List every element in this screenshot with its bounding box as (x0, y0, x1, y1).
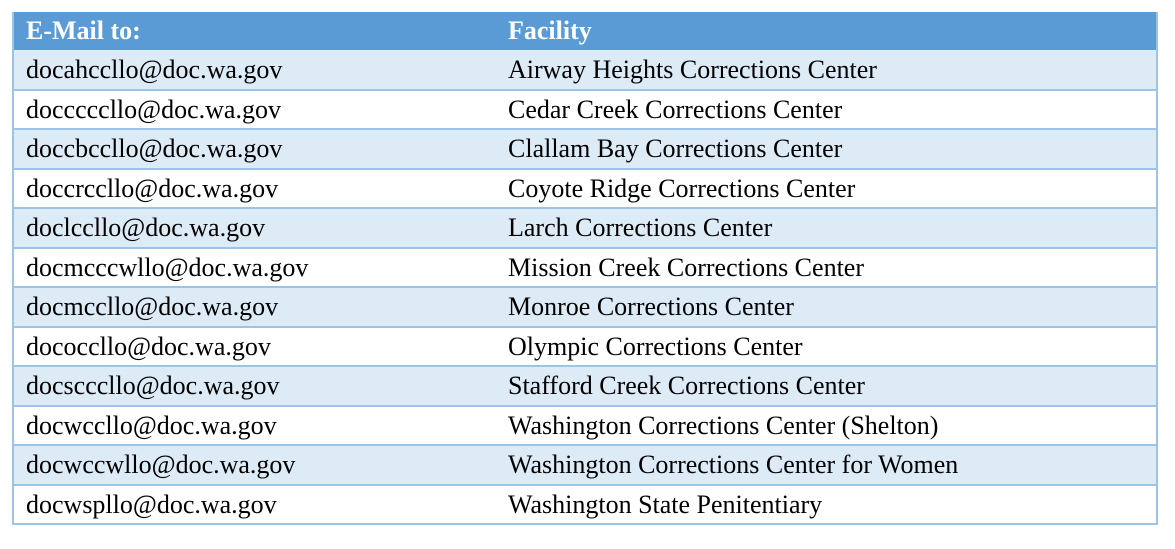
email-cell: docwspllo@doc.wa.gov (26, 489, 277, 519)
table-row: dococcllo@doc.wa.gov Olympic Corrections… (13, 326, 1157, 367)
table-row: docwccwllo@doc.wa.gov Washington Correct… (13, 445, 1157, 486)
email-cell: docscccllo@doc.wa.gov (13, 366, 496, 407)
table-row: docmcccwllo@doc.wa.gov Mission Creek Cor… (13, 247, 1157, 288)
facility-cell: Larch Corrections Center (496, 208, 1157, 249)
header-row: E-Mail to: Facility (13, 12, 1157, 50)
facility-cell: Monroe Corrections Center (496, 287, 1157, 328)
table-body: docahccllo@doc.wa.gov Airway Heights Cor… (13, 50, 1157, 524)
table-row: docscccllo@doc.wa.gov Stafford Creek Cor… (13, 366, 1157, 407)
table-row: docwspllo@doc.wa.gov Washington State Pe… (13, 484, 1157, 524)
facility-cell: Stafford Creek Corrections Center (496, 366, 1157, 407)
facility-cell: Coyote Ridge Corrections Center (496, 168, 1157, 209)
facility-cell: Washington Corrections Center for Women (496, 445, 1157, 486)
email-cell: doclccllo@doc.wa.gov (13, 208, 496, 249)
table-row: docwccllo@doc.wa.gov Washington Correcti… (13, 405, 1157, 446)
facility-cell: Clallam Bay Corrections Center (496, 129, 1157, 170)
header-email: E-Mail to: (26, 16, 141, 45)
table-row: doclccllo@doc.wa.gov Larch Corrections C… (13, 208, 1157, 249)
table-row: doccrccllo@doc.wa.gov Coyote Ridge Corre… (13, 168, 1157, 209)
facility-cell: Olympic Corrections Center (496, 326, 1157, 367)
facility-cell: Cedar Creek Corrections Center (496, 89, 1157, 130)
header-facility: Facility (508, 16, 592, 45)
table-row: docmccllo@doc.wa.gov Monroe Corrections … (13, 287, 1157, 328)
email-cell: doccbccllo@doc.wa.gov (13, 129, 496, 170)
facility-email-table: E-Mail to: Facility docahccllo@doc.wa.go… (12, 12, 1158, 525)
email-cell: doccrccllo@doc.wa.gov (13, 168, 496, 209)
email-cell: docccccllo@doc.wa.gov (13, 89, 496, 130)
email-cell: dococcllo@doc.wa.gov (13, 326, 496, 367)
email-cell: docmccllo@doc.wa.gov (13, 287, 496, 328)
table-row: docccccllo@doc.wa.gov Cedar Creek Correc… (13, 89, 1157, 130)
email-cell: docmcccwllo@doc.wa.gov (13, 247, 496, 288)
email-cell: docwccwllo@doc.wa.gov (13, 445, 496, 486)
table-row: docahccllo@doc.wa.gov Airway Heights Cor… (13, 50, 1157, 91)
table-row: doccbccllo@doc.wa.gov Clallam Bay Correc… (13, 129, 1157, 170)
facility-cell: Washington State Penitentiary (508, 489, 823, 519)
facility-cell: Washington Corrections Center (Shelton) (496, 405, 1157, 446)
email-cell: docahccllo@doc.wa.gov (13, 50, 496, 91)
email-cell: docwccllo@doc.wa.gov (13, 405, 496, 446)
table-header: E-Mail to: Facility (13, 12, 1157, 50)
facility-cell: Airway Heights Corrections Center (496, 50, 1157, 91)
facility-cell: Mission Creek Corrections Center (496, 247, 1157, 288)
